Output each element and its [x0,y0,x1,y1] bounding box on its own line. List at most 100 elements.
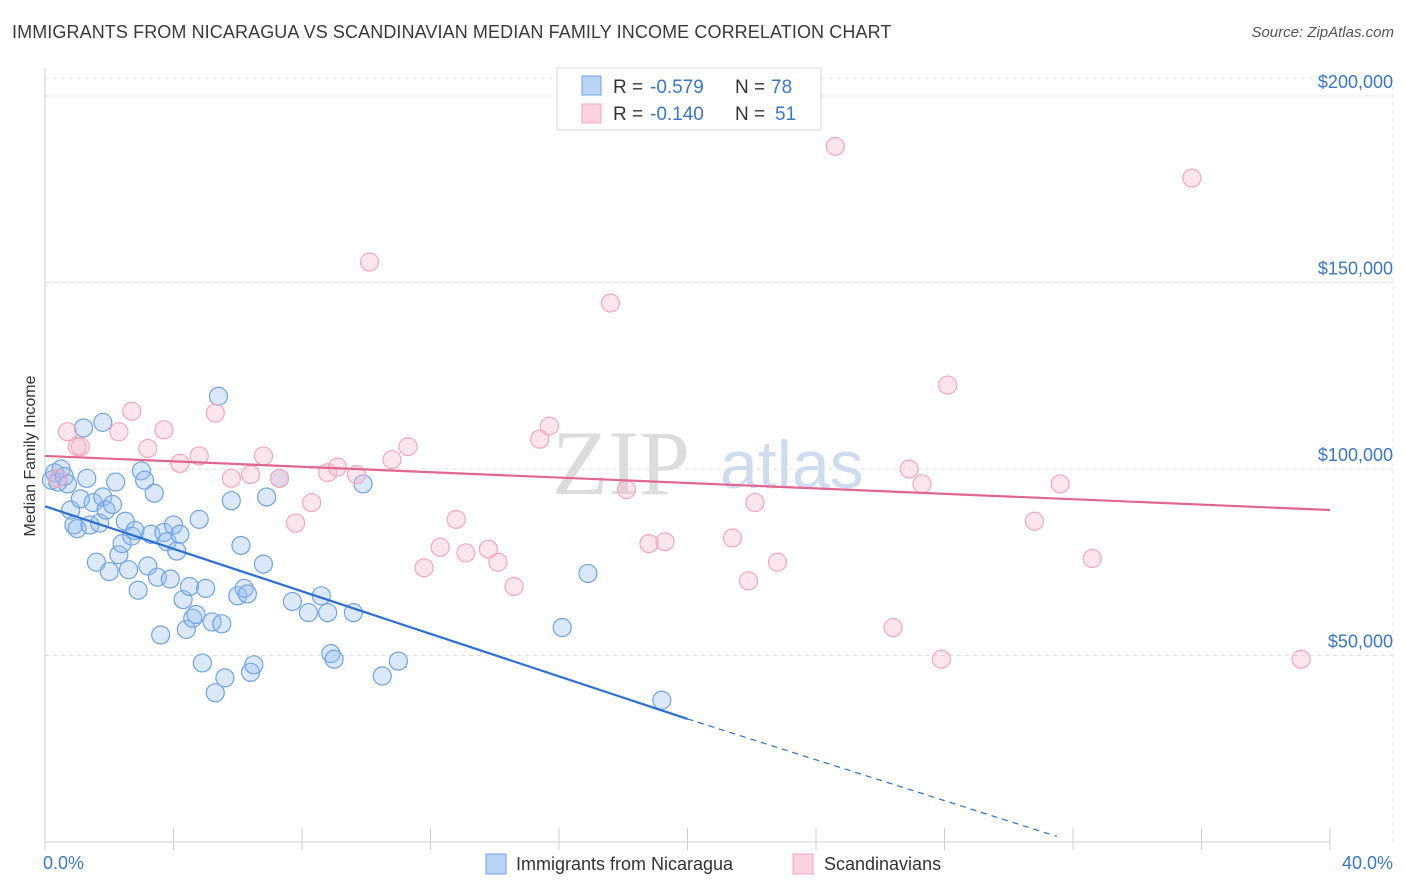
point-scandinavians [241,464,261,485]
point-nicaragua [160,569,180,589]
stats-n-value-2: 51 [775,104,796,125]
trend-extension-nicaragua [687,718,1058,837]
point-scandinavians [1024,511,1045,531]
point-scandinavians [883,617,903,638]
legend-label-nicaragua: Immigrants from Nicaragua [516,854,734,874]
point-scandinavians [70,437,90,457]
point-nicaragua [372,666,392,686]
point-scandinavians [456,543,476,563]
point-scandinavians [938,375,958,395]
point-scandinavians [430,537,450,557]
point-nicaragua [70,489,90,509]
y-tick-label: $150,000 [1318,259,1393,279]
point-scandinavians [1182,168,1202,188]
y-tick-label: $200,000 [1318,72,1393,92]
grid-lines [45,77,1394,842]
point-scandinavians [109,422,129,442]
point-scandinavians [745,492,765,513]
point-scandinavians [931,649,951,669]
point-nicaragua [57,474,78,494]
chart-title: IMMIGRANTS FROM NICARAGUA VS SCANDINAVIA… [12,22,892,42]
point-scandinavians [154,420,174,440]
point-nicaragua [189,509,209,529]
point-nicaragua [186,604,206,625]
point-nicaragua [221,491,241,511]
point-scandinavians [138,438,158,459]
point-scandinavians [767,552,788,572]
point-scandinavians [530,429,550,449]
trend-lines [44,454,1331,837]
point-nicaragua [77,468,97,488]
watermark-zip: ZIP [552,412,690,514]
point-scandinavians [359,252,380,272]
point-nicaragua [167,541,187,561]
y-tick-label: $50,000 [1328,632,1393,652]
point-nicaragua [237,584,257,604]
point-scandinavians [825,136,845,156]
stats-r-value-1: -0.579 [650,77,704,98]
point-nicaragua [234,578,254,598]
y-tick-label: $100,000 [1318,445,1393,465]
point-nicaragua [202,612,222,632]
point-scandinavians [1082,548,1102,569]
point-nicaragua [257,487,277,507]
point-nicaragua [244,655,264,675]
point-nicaragua [282,591,302,612]
point-scandinavians [302,492,322,513]
point-nicaragua [212,614,232,634]
point-scandinavians [738,571,759,591]
point-nicaragua [388,651,408,671]
point-nicaragua [176,619,196,639]
point-nicaragua [208,386,229,406]
point-scandinavians [504,576,524,597]
point-nicaragua [86,552,107,572]
stats-r-label-2: R = [613,104,643,125]
point-scandinavians [122,401,142,421]
point-scandinavians [600,293,621,313]
point-nicaragua [321,644,341,664]
point-nicaragua [324,649,344,669]
y-axis-title: Median Family Income [22,375,39,536]
stats-legend: R = -0.579 N = 78 R = -0.140 N = 51 [556,67,822,131]
stats-n-label-2: N = [735,104,765,125]
stats-n-value-1: 78 [771,77,792,98]
point-scandinavians [285,513,306,533]
stats-n-label-1: N = [735,77,765,98]
point-scandinavians [722,528,743,548]
point-scandinavians [221,468,241,488]
point-scandinavians [205,403,225,423]
point-nicaragua [118,560,139,580]
data-points [41,136,1311,710]
point-nicaragua [112,533,132,554]
trend-line-nicaragua [44,505,688,720]
point-scandinavians [539,416,559,436]
point-nicaragua [183,608,203,628]
point-scandinavians [269,468,290,488]
bottom-legend: Immigrants from Nicaragua Scandinavians [485,853,941,875]
point-nicaragua [106,472,126,492]
point-scandinavians [382,450,402,470]
point-nicaragua [170,524,190,544]
stats-r-label-1: R = [613,77,643,98]
point-nicaragua [205,683,225,703]
stats-swatch-nicaragua [581,75,602,96]
x-tick-label-max: 40.0% [1342,853,1393,873]
legend-swatch-scandinavians [792,853,814,875]
point-scandinavians [446,509,466,529]
point-nicaragua [298,603,319,623]
point-nicaragua [318,603,338,623]
point-nicaragua [552,617,572,638]
point-scandinavians [253,446,274,466]
point-scandinavians [398,437,418,457]
point-nicaragua [192,653,213,673]
source-label: Source: ZipAtlas.com [1251,24,1394,41]
point-nicaragua [179,576,200,597]
point-nicaragua [343,603,363,623]
axes: $50,000 $100,000 $150,000 $200,000 [44,68,1393,850]
point-nicaragua [196,578,216,598]
trend-line-scandinavians [44,454,1331,512]
point-nicaragua [228,586,248,606]
point-nicaragua [253,554,274,574]
point-scandinavians [655,532,675,552]
